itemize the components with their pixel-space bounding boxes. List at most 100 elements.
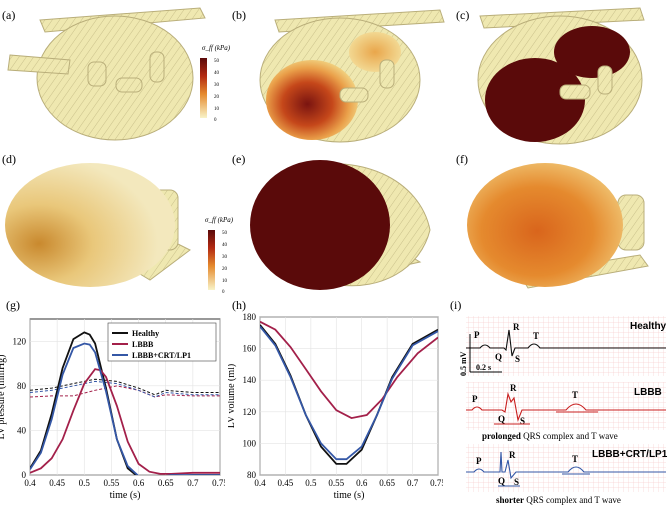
legend-label: LBBB [132, 340, 154, 349]
y-tick-label: 100 [243, 438, 257, 448]
y-tick-label: 80 [247, 470, 257, 480]
panel-label-a: (a) [2, 8, 16, 22]
colorbar-1-label: σ_ff (kPa) [202, 44, 231, 52]
x-tick-label: 0.55 [328, 478, 344, 488]
panel-label-b: (b) [232, 8, 246, 22]
colorbar-2-tick: 20 [222, 267, 228, 272]
ecg-panel: Healthy P R Q S T 0.5 mV 0.2 s LBBB P R … [459, 316, 668, 505]
ecg-crt-T: T [572, 454, 578, 464]
x-tick-label: 0.65 [158, 478, 174, 488]
ecg-healthy-R: R [513, 322, 520, 332]
colorbar-2-label: σ_ff (kPa) [205, 216, 234, 224]
x-tick-label: 0.75 [430, 478, 443, 488]
ecg-lbbb-R: R [510, 383, 517, 393]
series-line-healthy-dashed [30, 378, 220, 396]
heart-d [5, 163, 191, 287]
heart-e [250, 160, 431, 290]
panel-label-e: (e) [232, 152, 246, 166]
y-tick-label: 140 [243, 375, 257, 385]
colorbar-2-tick: 40 [222, 243, 228, 248]
ecg-healthy-T: T [533, 331, 539, 341]
heart-b [259, 9, 445, 143]
heart-a [7, 7, 206, 141]
heart-c [477, 7, 645, 145]
y-tick-label: 120 [243, 407, 257, 417]
colorbar-1-tick: 0 [214, 118, 217, 123]
ecg-healthy-Q: Q [495, 352, 502, 362]
colorbar-1-tick: 20 [214, 95, 220, 100]
x-tick-label: 0.55 [104, 478, 120, 488]
colorbar-2-tick: 30 [222, 255, 228, 260]
series-line-lbbb-dashed [30, 385, 220, 398]
ecg-scale-time: 0.2 s [476, 363, 491, 372]
panel-label-h: (h) [232, 298, 246, 312]
chart-lv-volume: 80 100 120 140 160 180 0.4 0.45 0.5 0.55 0.6 0.65 0.… [228, 312, 443, 501]
ecg-crt-title: LBBB+CRT/LP1 [592, 449, 668, 460]
heart-renders: σ_ff (kPa) 50 40 30 20 10 0 σ_ff (kPa) 5… [5, 7, 649, 295]
ecg-lbbb-Q: Q [498, 414, 505, 424]
colorbar-1-tick: 10 [214, 107, 220, 112]
ecg-lbbb-trace [466, 391, 666, 422]
colorbar-2-tick: 50 [222, 231, 228, 236]
legend-label: Healthy [132, 329, 159, 338]
colorbar-2: σ_ff (kPa) 50 40 30 20 10 0 [205, 216, 234, 295]
x-tick-label: 0.6 [356, 478, 368, 488]
series-line-lbbb [30, 368, 220, 475]
panel-label-d: (d) [2, 152, 16, 166]
y-axis-label: LV pressure (mmHg) [0, 355, 7, 440]
x-tick-label: 0.4 [24, 478, 36, 488]
panel-label-c: (c) [456, 8, 470, 22]
ecg-scale-voltage: 0.5 mV [459, 351, 468, 376]
ecg-crt-R: R [509, 450, 516, 460]
ecg-lbbb-T: T [572, 390, 578, 400]
y-tick-label: 160 [243, 344, 257, 354]
ecg-crt-caption: shorter QRS complex and T wave [496, 495, 621, 505]
series-line-lbbb-crt-lp1 [260, 325, 438, 461]
ecg-healthy-trace [466, 329, 666, 357]
series-line-lbbb [260, 320, 438, 420]
x-tick-label: 0.6 [133, 478, 145, 488]
heart-f [467, 163, 649, 289]
chart-lv-pressure: 0 40 80 120 0.4 0.45 0.5 0.55 0.6 0.65 0.7 0.75 time… [0, 318, 225, 501]
ecg-crt-S: S [514, 477, 519, 487]
ecg-healthy-S: S [515, 354, 520, 364]
panel-label-g: (g) [6, 298, 20, 312]
ecg-crt-Q: Q [498, 476, 505, 486]
legend-label: LBBB+CRT/LP1 [132, 351, 191, 360]
ecg-crt-P: P [476, 456, 482, 466]
colorbar-1-tick: 40 [214, 71, 220, 76]
x-tick-label: 0.4 [254, 478, 266, 488]
x-tick-label: 0.5 [305, 478, 317, 488]
x-tick-label: 0.7 [407, 478, 419, 488]
x-tick-label: 0.75 [212, 478, 225, 488]
ecg-lbbb-S: S [520, 416, 525, 426]
ecg-crt-trace [466, 451, 666, 480]
ecg-healthy-title: Healthy [630, 321, 667, 332]
colorbar-2-tick: 0 [222, 290, 225, 295]
x-tick-label: 0.45 [278, 478, 294, 488]
x-tick-label: 0.65 [379, 478, 395, 488]
series-line-lbbb-crt-lp1-dashed [30, 380, 220, 398]
ecg-lbbb-caption: prolonged QRS complex and T wave [482, 431, 618, 441]
panel-label-f: (f) [456, 152, 468, 166]
y-tick-label: 180 [243, 312, 257, 322]
y-tick-label: 120 [13, 336, 27, 346]
ecg-lbbb-title: LBBB [634, 387, 662, 398]
y-tick-label: 80 [17, 381, 27, 391]
x-tick-label: 0.45 [49, 478, 65, 488]
x-tick-label: 0.7 [187, 478, 199, 488]
x-tick-label: 0.5 [79, 478, 91, 488]
ecg-lbbb-P: P [472, 394, 478, 404]
ecg-healthy-P: P [474, 330, 480, 340]
y-axis-label: LV volume (ml) [228, 364, 237, 428]
colorbar-2-tick: 10 [222, 279, 228, 284]
panel-label-i: (i) [450, 298, 462, 312]
y-tick-label: 0 [22, 470, 27, 480]
x-axis-label: time (s) [334, 490, 365, 501]
colorbar-1-tick: 30 [214, 83, 220, 88]
y-tick-label: 40 [17, 425, 27, 435]
plot-frame [259, 316, 439, 476]
colorbar-1: σ_ff (kPa) 50 40 30 20 10 0 [200, 44, 231, 123]
x-axis-label: time (s) [110, 490, 141, 501]
series-line-lbbb-crt-lp1 [30, 342, 220, 475]
